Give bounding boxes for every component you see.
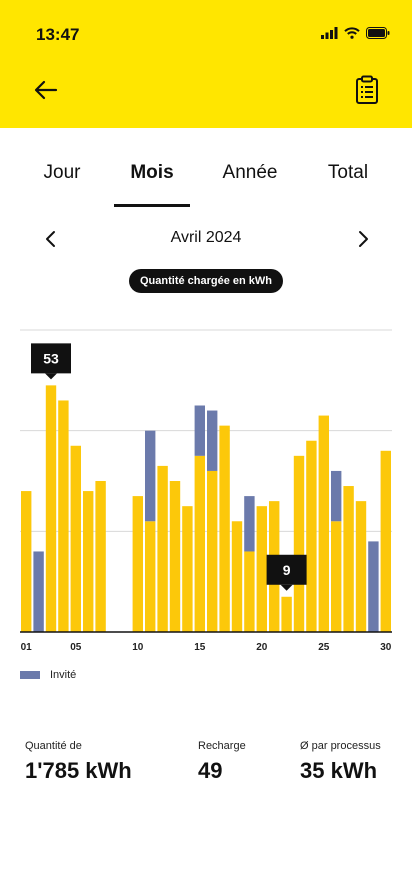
report-button[interactable] (352, 72, 382, 108)
bar-own (45, 385, 57, 632)
wifi-icon (344, 27, 360, 39)
bar-own (169, 481, 181, 632)
status-time: 13:47 (36, 25, 80, 44)
bar-guest (244, 496, 255, 552)
x-tick-label: 10 (132, 642, 144, 653)
x-tick-label: 20 (256, 642, 268, 653)
clipboard-icon (356, 75, 378, 104)
stat-average-per-session: Ø par processus 35 kWh (300, 740, 381, 784)
bar-own (70, 445, 81, 632)
bar-own (318, 415, 329, 632)
bar-own (231, 521, 243, 632)
tab-annee[interactable]: Année (222, 162, 278, 183)
x-tick-label: 01 (21, 642, 33, 653)
stat-label: Ø par processus (300, 740, 381, 752)
callout-box (266, 554, 307, 585)
month-navigator: Avril 2024 (0, 226, 412, 252)
bar-own (182, 506, 193, 632)
callout-pointer (280, 584, 293, 591)
stat-total-quantity: Quantité de 1'785 kWh (25, 740, 132, 784)
bar-own (343, 486, 354, 632)
x-tick-label: 30 (380, 642, 392, 653)
bar-own (256, 506, 267, 632)
bar-guest (194, 405, 205, 456)
chevron-left-icon (46, 231, 55, 247)
signal-icon (321, 27, 338, 39)
callout-box (31, 343, 71, 374)
bar-own (95, 481, 106, 632)
tab-total[interactable]: Total (327, 162, 369, 183)
bar-own (157, 465, 168, 632)
chevron-right-icon (359, 231, 368, 247)
bar-own (58, 400, 69, 632)
bar-own (331, 521, 342, 632)
bar-own (355, 501, 367, 632)
tab-jour[interactable]: Jour (43, 162, 81, 183)
month-label: Avril 2024 (170, 229, 242, 246)
stat-value: 49 (198, 758, 223, 783)
bar-own (244, 551, 255, 632)
back-button[interactable] (30, 74, 62, 106)
arrow-left-icon (34, 80, 58, 100)
bar-own (219, 425, 230, 632)
bar-own (281, 596, 292, 632)
chart-legend: Invité (20, 667, 76, 683)
stat-label: Quantité de (25, 740, 82, 752)
summary-stats: Quantité de 1'785 kWh Recharge 49 Ø par … (0, 740, 412, 800)
status-icons (321, 26, 390, 40)
bar-own (194, 455, 205, 632)
x-tick-label: 15 (194, 642, 206, 653)
tab-mois[interactable]: Mois (130, 162, 174, 183)
bar-own (293, 455, 305, 632)
stat-value: 35 kWh (300, 758, 378, 783)
stat-label: Recharge (198, 740, 246, 752)
stat-value: 1'785 kWh (25, 758, 132, 783)
stat-charge-sessions: Recharge 49 (198, 740, 246, 784)
next-month-button[interactable] (354, 228, 372, 250)
bar-guest (145, 430, 156, 522)
legend-swatch-guest (20, 671, 40, 679)
callout-label: 9 (283, 562, 291, 578)
active-tab-indicator (114, 204, 190, 207)
metric-selector-pill[interactable]: Quantité chargée en kWh (129, 269, 283, 293)
battery-icon (366, 27, 390, 39)
monthly-charge-chart: 01 05 10 15 20 25 30 53 9 (20, 329, 392, 653)
bar-guest (207, 410, 218, 471)
callout-pointer (45, 373, 57, 380)
bar-own (207, 470, 218, 632)
bar-own (83, 491, 94, 632)
bar-own (145, 521, 156, 632)
bar-guest (33, 551, 44, 632)
legend-label-guest: Invité (50, 669, 77, 681)
callout-label: 53 (43, 350, 59, 366)
x-tick-label: 25 (318, 642, 330, 653)
bar-own (380, 450, 391, 632)
x-tick-label: 05 (70, 642, 82, 653)
bar-own (132, 496, 143, 632)
bar-guest (368, 541, 379, 632)
period-tabs: Jour Mois Année Total (0, 152, 412, 208)
previous-month-button[interactable] (42, 228, 60, 250)
top-app-bar: 13:47 (0, 0, 412, 128)
bar-own (21, 491, 32, 632)
bar-own (306, 440, 317, 632)
bar-guest (331, 470, 342, 522)
